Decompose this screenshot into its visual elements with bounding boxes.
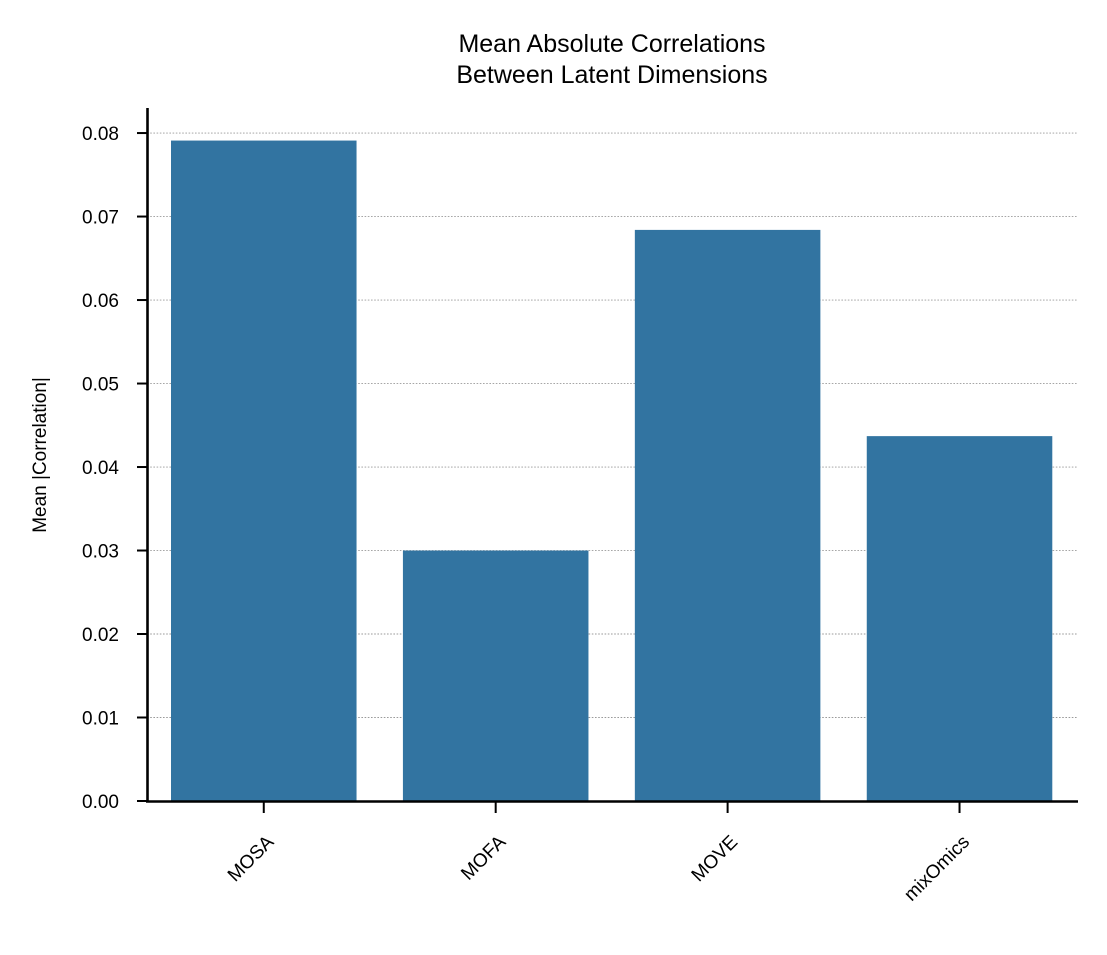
x-tick-label: MOSA bbox=[224, 831, 279, 886]
y-tick-label: 0.04 bbox=[82, 458, 119, 479]
x-ticks: MOSA MOFA MOVE mixOmics bbox=[224, 801, 974, 906]
x-tick-label: mixOmics bbox=[900, 832, 974, 906]
y-axis-label: Mean |Correlation| bbox=[30, 377, 51, 533]
y-tick-label: 0.08 bbox=[82, 124, 119, 145]
y-tick-label: 0.06 bbox=[82, 291, 119, 312]
x-tick-label: MOFA bbox=[457, 831, 510, 884]
y-tick-label: 0.02 bbox=[82, 625, 119, 646]
y-tick-label: 0.01 bbox=[82, 709, 119, 730]
y-tick-label: 0.05 bbox=[82, 375, 119, 396]
bars bbox=[171, 140, 1053, 802]
chart-title-line-1: Mean Absolute Correlations bbox=[458, 30, 765, 58]
bar-mosa bbox=[171, 140, 357, 802]
y-tick-label: 0.00 bbox=[82, 792, 119, 813]
bar-mofa bbox=[402, 550, 589, 801]
y-tick-label: 0.03 bbox=[82, 542, 119, 563]
bar-move bbox=[634, 229, 821, 802]
y-ticks: 0.00 0.01 0.02 0.03 0.04 0.05 0.06 0.07 0.08 bbox=[82, 124, 147, 813]
x-tick-label: MOVE bbox=[688, 832, 742, 886]
y-tick-label: 0.07 bbox=[82, 208, 119, 229]
bar-mixomics bbox=[866, 436, 1053, 801]
chart-title-line-2: Between Latent Dimensions bbox=[456, 61, 767, 89]
